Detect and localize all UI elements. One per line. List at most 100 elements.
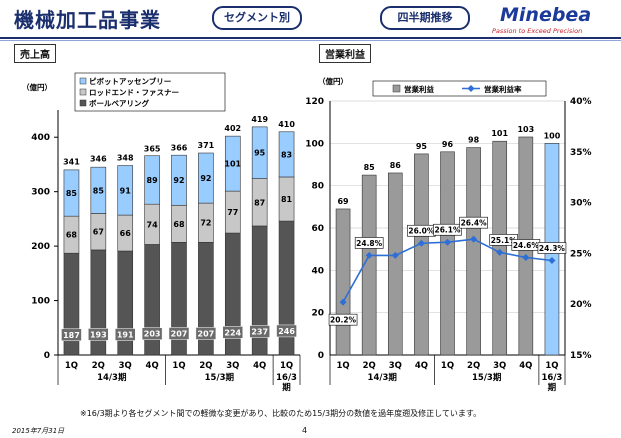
sales-bar-segment — [198, 152, 214, 204]
period-pill: 四半期推移 — [380, 6, 470, 30]
sales-bar-segment — [251, 126, 268, 179]
sales-total-label: 365 — [144, 144, 161, 153]
profit-bar — [387, 172, 403, 356]
sales-x-tick-label: 1Q — [280, 361, 293, 371]
sales-bar-label: 193 — [90, 330, 107, 339]
profit-bar-label: 96 — [442, 140, 454, 149]
profit-rate-label-box — [459, 216, 488, 229]
sales-y-tick-label: 400 — [31, 133, 50, 143]
profit-legend-bar-swatch — [392, 84, 401, 93]
sales-total-label: 348 — [117, 154, 134, 163]
segment-pill: セグメント別 — [212, 6, 302, 30]
profit-x-tick-label: 4Q — [519, 361, 532, 371]
sales-total-label: 371 — [198, 141, 215, 150]
sales-y-tick-label: 0 — [44, 351, 50, 361]
profit-bar — [414, 153, 429, 356]
sales-x-tick-label: 2Q — [92, 361, 105, 371]
sales-bar-label: 85 — [93, 186, 105, 195]
profit-y-tick-label: 60 — [311, 224, 324, 234]
sales-bar-label: 92 — [173, 176, 184, 185]
profit-bar-label: 101 — [491, 129, 508, 138]
profit-rate-label-box — [328, 313, 358, 326]
profit-x-tick-label: 2Q — [363, 361, 376, 371]
profit-group-label: 期 — [548, 382, 557, 393]
sales-bar-label-box — [249, 325, 270, 338]
sales-bar-label: 89 — [147, 176, 159, 185]
logo-tagline: Passion to Exceed Precision — [492, 27, 583, 35]
sales-legend-swatch — [79, 88, 87, 96]
profit-rate-label: 24.3% — [539, 244, 566, 253]
profit-y-tick-label: 0 — [318, 351, 324, 361]
profit-x-tick-label: 1Q — [336, 361, 349, 371]
sales-x-tick-label: 1Q — [172, 361, 185, 371]
profit-rate-point — [496, 248, 504, 256]
sales-bar-label-box — [195, 327, 217, 340]
sales-bar-label-box — [222, 326, 244, 339]
sales-total-label: 402 — [224, 124, 241, 133]
sales-bar-segment — [90, 166, 107, 214]
profit-rate-label-box — [354, 237, 384, 249]
sales-x-tick-label: 4Q — [146, 361, 159, 371]
profit-y-unit: （億円） — [318, 76, 348, 86]
profit-rate-label: 24.8% — [356, 239, 383, 248]
profit-y2-tick-label: 35% — [570, 148, 592, 158]
profit-rate-point — [365, 251, 373, 259]
footnote: ※16/3期より各セグメント間での軽微な変更があり、比較のため15/3期分の数値… — [80, 409, 482, 418]
sales-bar-label: 92 — [200, 174, 211, 183]
sales-bar-label: 246 — [278, 327, 295, 336]
sales-group-label: 15/3期 — [205, 372, 235, 383]
sales-bar-label-box — [276, 324, 297, 338]
report-date: 2015年7月31日 — [12, 427, 65, 435]
sales-bar-label: 68 — [66, 231, 78, 240]
profit-x-tick-label: 2Q — [467, 361, 480, 371]
header-rule — [0, 37, 621, 39]
sales-total-label: 341 — [63, 157, 80, 166]
profit-bar-label: 95 — [416, 142, 428, 151]
sales-legend-label: ボールベアリング — [89, 98, 149, 108]
sales-y-tick-label: 100 — [31, 297, 50, 307]
profit-rate-label: 26.0% — [408, 227, 435, 236]
sales-bar-label: 207 — [198, 329, 215, 338]
page-number: 4 — [302, 426, 308, 435]
sales-x-tick-label: 3Q — [226, 361, 239, 371]
sales-y-tick-label: 200 — [31, 242, 50, 252]
profit-y-tick-label: 120 — [305, 97, 324, 107]
profit-bar-label: 86 — [390, 161, 402, 170]
profit-y2-tick-label: 20% — [570, 300, 592, 310]
sales-bar-label: 101 — [224, 160, 241, 169]
sales-bar-label: 77 — [227, 208, 238, 217]
sales-legend-swatch — [79, 99, 87, 107]
profit-rate-label: 20.2% — [330, 316, 357, 325]
profit-rate-label: 26.4% — [461, 219, 488, 228]
profit-rate-point — [339, 298, 347, 306]
sales-bar-label: 224 — [224, 328, 241, 337]
sales-bar-label: 83 — [281, 150, 292, 159]
sales-bar-label: 207 — [171, 329, 188, 338]
profit-y2-tick-label: 15% — [570, 351, 592, 361]
profit-rate-label: 26.1% — [434, 226, 461, 235]
profit-bar — [492, 140, 508, 356]
profit-x-tick-label: 3Q — [389, 361, 402, 371]
profit-rate-point — [391, 251, 399, 259]
profit-group-label: 14/3期 — [368, 372, 398, 383]
sales-y-tick-label: 300 — [31, 188, 50, 198]
profit-group-label: 16/3 — [542, 373, 563, 383]
profit-bar — [335, 208, 351, 356]
profit-legend-line-label: 営業利益率 — [484, 84, 522, 94]
profit-bar-label: 98 — [468, 136, 480, 145]
sales-group-label: 期 — [282, 382, 291, 393]
sales-bar-label: 74 — [147, 220, 159, 229]
profit-rate-point — [548, 257, 556, 265]
profit-bar-label: 100 — [544, 131, 561, 140]
sales-bar-label-box — [168, 327, 190, 340]
profit-bar-label: 103 — [517, 125, 534, 134]
profit-bar-label: 85 — [364, 163, 376, 172]
sales-group-label: 16/3 — [276, 373, 297, 383]
sales-bar-label: 85 — [66, 189, 78, 198]
profit-bar — [361, 174, 377, 356]
profit-x-tick-label: 4Q — [415, 361, 428, 371]
sales-bar-label: 66 — [120, 229, 132, 238]
profit-y2-tick-label: 25% — [570, 249, 592, 259]
profit-y-tick-label: 80 — [311, 182, 324, 192]
